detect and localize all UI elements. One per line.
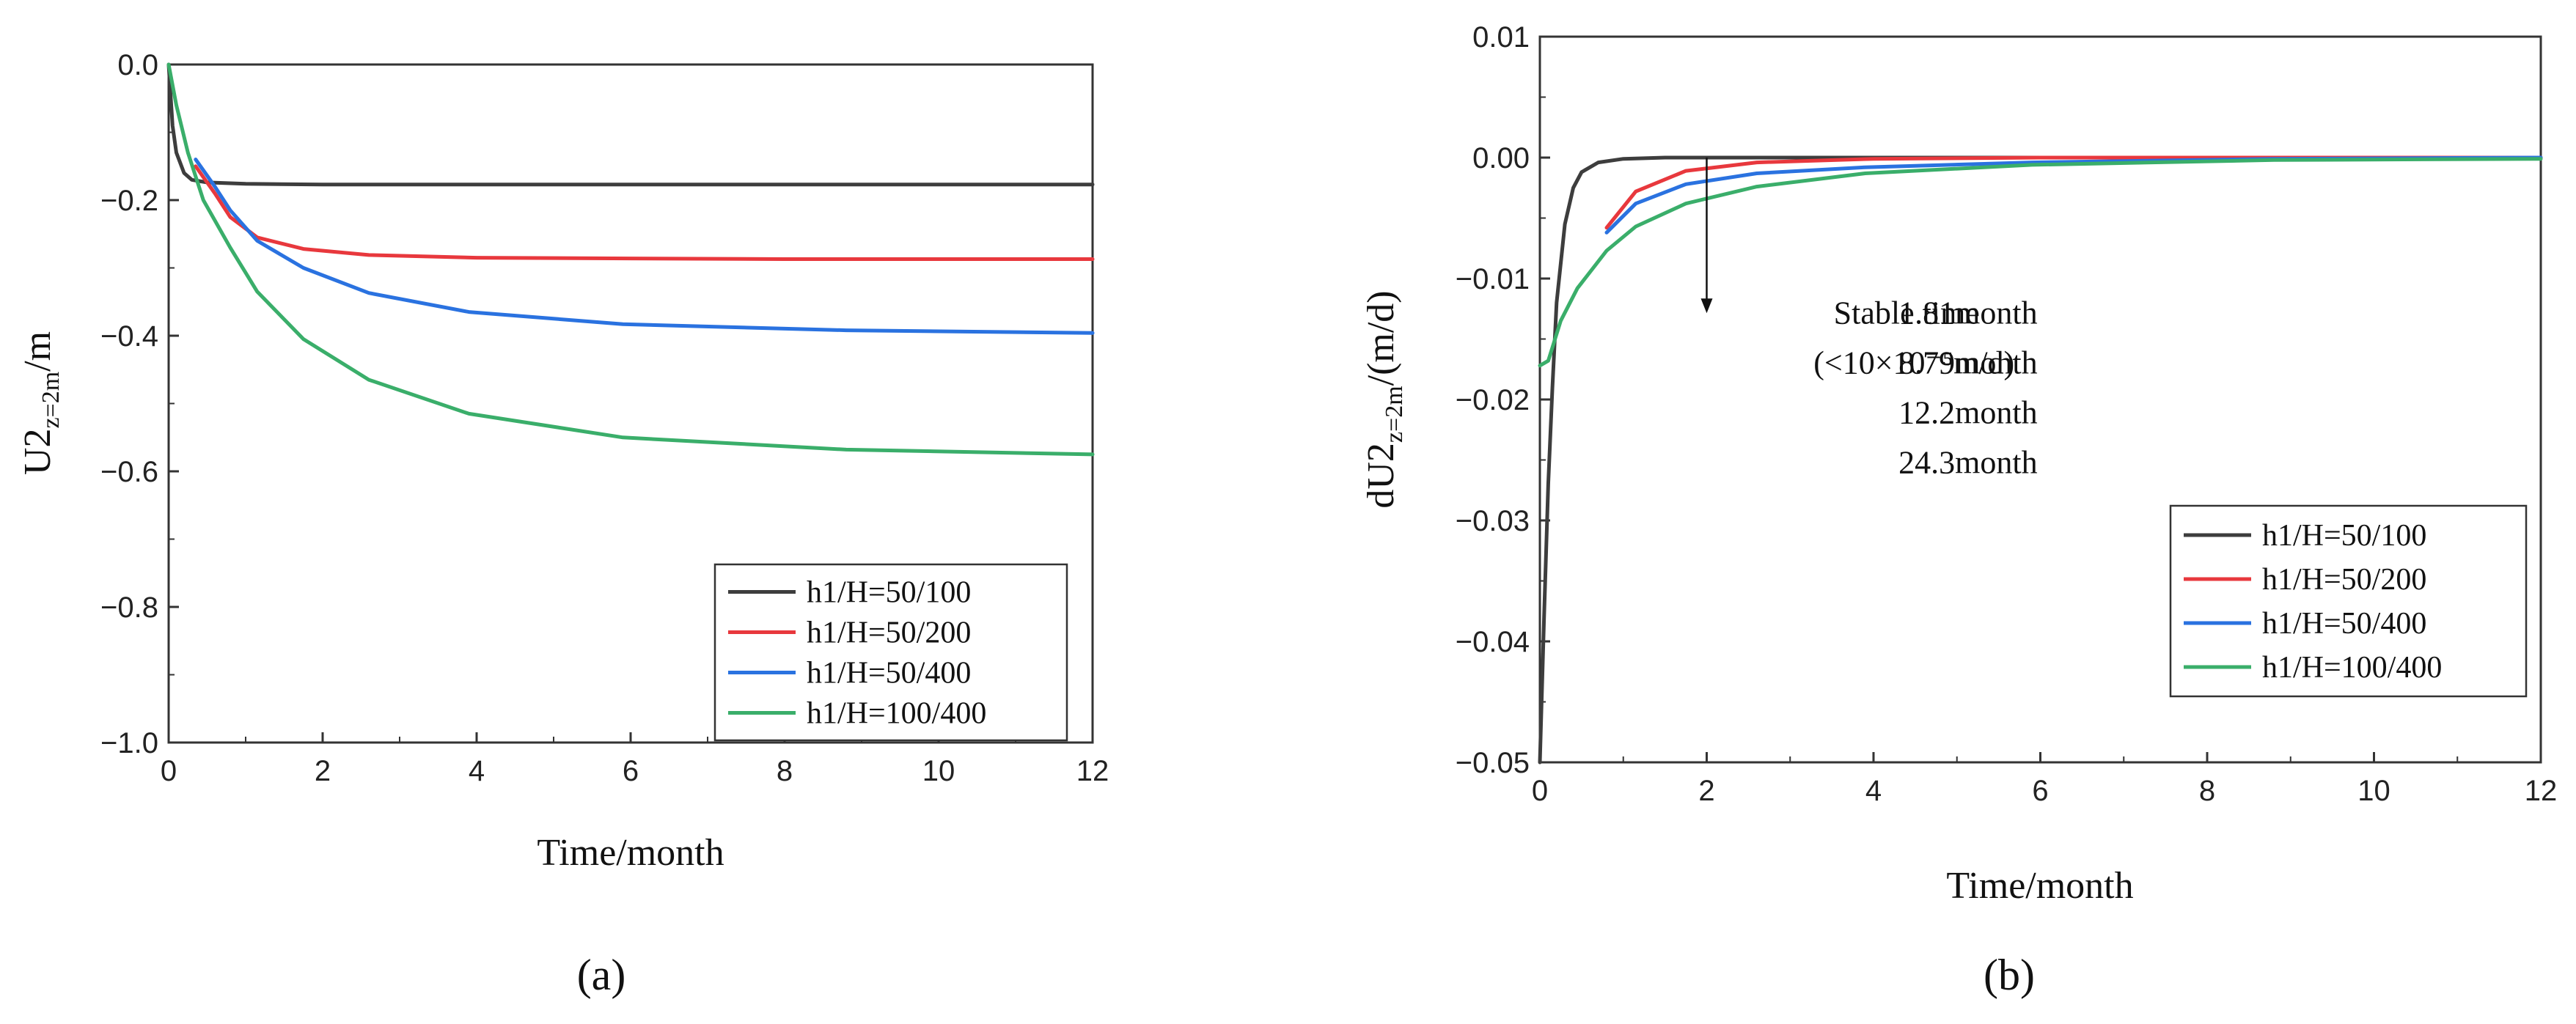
y-tick-label: −0.8 <box>100 592 158 624</box>
x-tick-label: 10 <box>2357 775 2390 807</box>
annotation-value: 8.79month <box>1898 345 2037 380</box>
series-line-h1-h-50-200 <box>1604 155 2543 230</box>
legend-entry: h1/H=100/400 <box>807 697 986 731</box>
panel-a: 0 2 4 6 8 10 12 −1.0 −0.8 −0.6 −0.4 −0.2 0.0 Time/mo… <box>17 49 1109 999</box>
legend-entry: h1/H=50/400 <box>807 657 971 690</box>
legend-entry: h1/H=50/200 <box>807 616 971 650</box>
series-line-h1-h-50-200 <box>194 164 1095 261</box>
panel-a-ylabel-suffix: /m <box>17 331 59 372</box>
annotation-title-line: Stable time <box>1834 295 1980 331</box>
legend-entry: h1/H=50/400 <box>2262 607 2426 641</box>
x-tick-label: 6 <box>623 755 639 787</box>
annotation-value: 12.2month <box>1898 394 2037 430</box>
y-tick-label: −0.01 <box>1456 263 1530 295</box>
panel-b-ylabel-suffix: /(m/d) <box>1360 290 1402 386</box>
x-tick-label: 10 <box>922 755 955 787</box>
panel-b-legend: h1/H=50/100 h1/H=50/200 h1/H=50/400 h1/H=10… <box>2169 504 2528 698</box>
x-tick-label: 6 <box>2032 775 2048 807</box>
panel-b: 0 2 4 6 8 10 12 −0.05 −0.04 −0.03 −0.02 −0.01 0.00 0.… <box>1360 21 2557 999</box>
panel-b-annotation: Stable time (<10×10⁻⁵m/d) 1.81month 8.79mon… <box>1700 158 2038 480</box>
panel-a-legend: h1/H=50/100 h1/H=50/200 h1/H=50/400 h1/H=10… <box>713 563 1068 742</box>
panel-b-xlabel: Time/month <box>1946 865 2133 907</box>
panel-a-xlabel: Time/month <box>537 832 724 874</box>
x-tick-label: 8 <box>777 755 793 787</box>
series-line-h1-h-100-400 <box>166 62 1095 457</box>
panel-b-ylabel-sub: z=2m <box>1381 386 1408 443</box>
annotation-arrow-head <box>1700 298 1713 314</box>
x-tick-label: 2 <box>315 755 331 787</box>
panel-a-ylabel-main: U2 <box>17 429 59 476</box>
x-tick-label: 12 <box>2525 775 2558 807</box>
x-tick-label: 4 <box>1865 775 1882 807</box>
legend-box <box>2169 504 2528 698</box>
x-tick-label: 0 <box>1532 775 1548 807</box>
panel-a-ylabel-sub: z=2m <box>37 372 65 429</box>
legend-entry: h1/H=50/200 <box>2262 563 2426 597</box>
y-tick-label: −0.03 <box>1456 505 1530 537</box>
x-tick-label: 2 <box>1698 775 1714 807</box>
x-tick-label: 4 <box>469 755 485 787</box>
series-line-h1-h-50-400 <box>194 158 1095 335</box>
legend-entry: h1/H=100/400 <box>2262 651 2442 685</box>
y-tick-label: 0.01 <box>1472 21 1530 54</box>
y-tick-label: 0.00 <box>1472 142 1530 174</box>
y-tick-label: −0.4 <box>100 320 158 353</box>
annotation-title-line: (<10×10⁻⁵m/d) <box>1813 345 2014 380</box>
y-tick-label: −1.0 <box>100 727 158 759</box>
series-line-h1-h-50-400 <box>1604 155 2543 235</box>
panel-b-ylabel: dU2z=2m/(m/d) <box>1360 290 1408 508</box>
y-tick-label: −0.02 <box>1456 384 1530 416</box>
panel-b-ticks: 0 2 4 6 8 10 12 −0.05 −0.04 −0.03 −0.02 −0.01 0.00 0.… <box>1456 21 2557 807</box>
x-tick-label: 12 <box>1076 755 1109 787</box>
panel-b-caption: (b) <box>1984 951 2035 999</box>
x-tick-label: 0 <box>161 755 177 787</box>
panel-b-ylabel-main: dU2 <box>1360 443 1402 509</box>
panel-a-ylabel: U2z=2m/m <box>17 331 65 475</box>
x-tick-label: 8 <box>2199 775 2215 807</box>
panel-a-caption: (a) <box>577 951 626 999</box>
annotation-value: 1.81month <box>1898 295 2037 331</box>
y-tick-label: 0.0 <box>117 49 158 81</box>
annotation-value: 24.3month <box>1898 444 2037 480</box>
legend-entry: h1/H=50/100 <box>2262 519 2426 553</box>
y-tick-label: −0.2 <box>100 185 158 217</box>
panel-b-series <box>1538 155 2543 765</box>
panel-a-ticks: 0 2 4 6 8 10 12 −1.0 −0.8 −0.6 −0.4 −0.2 0.0 <box>100 49 1109 787</box>
y-tick-label: −0.6 <box>100 456 158 488</box>
y-tick-label: −0.04 <box>1456 626 1530 658</box>
y-tick-label: −0.05 <box>1456 747 1530 779</box>
series-line-h1-h-50-100 <box>166 62 1095 187</box>
legend-entry: h1/H=50/100 <box>807 576 971 610</box>
series-line-h1-h-100-400 <box>1538 157 2543 368</box>
panel-a-series <box>166 62 1095 457</box>
